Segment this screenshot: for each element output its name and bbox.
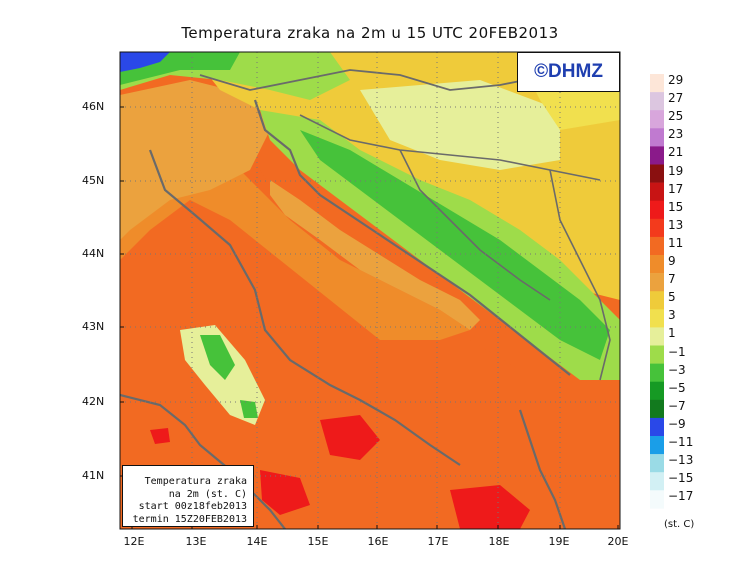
legend-label: −13 [668,453,694,468]
legend-label: 17 [668,181,684,196]
legend-label: 19 [668,163,684,178]
legend-swatch [650,273,664,292]
legend-unit: (st. C) [664,519,695,530]
legend-swatch [650,490,664,509]
map-title: Temperatura zraka na 2m u 15 UTC 20FEB20… [181,24,559,42]
legend-swatch [650,399,664,419]
legend-label: −9 [668,416,686,431]
hot-spot-southeast [450,485,530,529]
legend-swatch [650,436,664,455]
coastline-albania [518,409,567,529]
legend-swatch [650,164,664,183]
legend-label: 27 [668,91,684,106]
legend-label: 11 [668,235,684,250]
gridlines [120,52,620,529]
legend-color-bar [650,74,664,509]
legend-label: 13 [668,217,684,232]
legend-swatch [650,454,664,473]
coastline-east-adriatic [253,99,571,376]
border-serbia [549,169,611,381]
map-frame [119,51,621,530]
info-box: Temperatura zraka na 2m (st. C) start 00… [122,465,254,527]
legend-label: 7 [668,272,676,287]
pannonia-light-zone [360,80,560,170]
legend-swatch [650,472,664,491]
legend-label: 5 [668,290,676,305]
hot-spot-small [150,428,170,444]
legend-swatch [650,345,664,364]
legend-label: −11 [668,435,694,449]
legend-swatch [650,218,664,238]
legend-swatch [650,236,664,256]
coastline-tyrrhenian [120,393,286,529]
lon-label-17e: 17E [427,535,449,548]
lat-label-41n: 41N [82,469,105,482]
lon-label-15e: 15E [307,535,329,548]
legend-swatch [650,110,664,129]
info-line-4: termin 15Z20FEB2013 [132,513,247,525]
legend-label: 3 [668,308,676,323]
legend-swatch [650,128,664,147]
lat-label-46n: 46N [82,100,105,113]
legend-label: −5 [668,380,686,395]
legend-swatch [650,327,664,346]
apennine-peaks-zone [200,335,235,380]
legend-label: 25 [668,109,684,124]
legend-label: 29 [668,73,684,87]
legend-label: −15 [668,471,694,486]
dhmz-logo: ©DHMZ [517,52,620,92]
legend-swatch [650,255,664,274]
legend-swatch [650,182,664,201]
legend-label: −3 [668,362,686,377]
lon-label-19e: 19E [548,535,570,548]
legend-label: 21 [668,145,684,160]
hot-spot-tyrrhenian [260,470,310,515]
legend-swatch [650,146,664,165]
lon-label-13e: 13E [185,535,207,548]
lat-label-44n: 44N [82,247,105,260]
legend-swatch [650,291,664,310]
coastline-west-adriatic [148,149,461,466]
legend-swatch [650,200,664,220]
legend-swatch [650,309,664,328]
lat-label-45n: 45N [82,174,105,187]
lon-label-12e: 12E [123,535,145,548]
legend-label: 9 [668,254,676,268]
legend-label: 1 [668,326,676,341]
info-line-3: start 00z18feb2013 [138,501,247,512]
border-bosnia [399,149,551,301]
apennine-peaks-zone-2 [240,400,258,418]
lat-label-43n: 43N [82,320,105,333]
lon-label-18e: 18E [488,535,510,548]
legend-swatch [650,363,664,382]
coastal-strip-zone [270,180,480,330]
hot-spot-south [320,415,380,460]
legend-label: 23 [668,127,684,142]
info-line-1: Temperatura zraka [144,476,247,487]
legend-label: 15 [668,199,684,214]
legend-label: −1 [668,344,686,359]
legend-swatch [650,381,664,401]
lat-label-42n: 42N [82,395,105,408]
legend-swatch [650,417,664,437]
legend-label: −17 [668,489,694,504]
legend-label: −7 [668,398,686,413]
legend-swatch [650,92,664,111]
alps-peak-zone [120,52,170,72]
legend-swatch [650,74,664,93]
lon-label-20e: 20E [607,535,629,548]
lon-label-16e: 16E [367,535,389,548]
lon-label-14e: 14E [246,535,268,548]
info-line-2: na 2m (st. C) [168,488,247,500]
po-valley-zone [120,80,270,240]
